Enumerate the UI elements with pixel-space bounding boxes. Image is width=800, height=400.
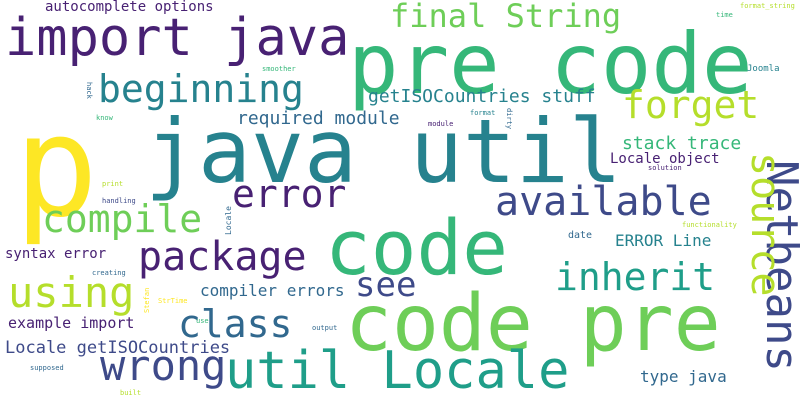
word-p: p xyxy=(14,86,99,249)
word-solution: solution xyxy=(648,164,682,172)
word-source: source xyxy=(742,152,788,297)
word-see: see xyxy=(355,265,417,305)
word-time: time xyxy=(716,11,733,19)
word-code: code xyxy=(325,203,509,292)
word-final-string: final String xyxy=(390,0,622,35)
word-pre-code: pre code xyxy=(348,15,753,113)
word-error: error xyxy=(232,172,347,216)
word-inherit: inherit xyxy=(555,255,716,299)
word-functionality: functionality xyxy=(682,221,737,229)
word-type-java: type java xyxy=(640,367,727,386)
word-locale: Locale xyxy=(224,206,233,235)
word-smoother: smoother xyxy=(262,65,296,73)
word-built: built xyxy=(120,389,142,397)
word-format: format xyxy=(470,109,496,117)
word-joomla: Joomla xyxy=(747,64,780,74)
word-util-locale: util Locale xyxy=(225,341,570,400)
word-date: date xyxy=(568,230,593,241)
word-error-line: ERROR Line xyxy=(615,231,712,250)
word-beginning: beginning xyxy=(98,67,304,111)
word-package: package xyxy=(138,234,307,280)
word-code-pre: code pre xyxy=(345,279,721,369)
word-compile: compile xyxy=(42,197,203,241)
word-use: use xyxy=(196,317,209,325)
word-stefan: Stefan xyxy=(143,287,151,313)
word-syntax-error: syntax error xyxy=(5,246,107,262)
word-stack-trace: stack trace xyxy=(622,133,742,154)
word-format-string: format_string xyxy=(740,2,795,10)
word-autocomplete-options: autocomplete options xyxy=(45,0,214,15)
word-strtime: StrTime xyxy=(158,297,188,305)
word-locale-object: Locale object xyxy=(610,151,720,167)
word-using: using xyxy=(8,268,135,317)
word-output: output xyxy=(312,324,338,332)
word-getisocountries-stuff: getISOCountries stuff xyxy=(368,86,596,107)
word-dirty: dirty xyxy=(505,108,513,130)
word-compiler-errors: compiler errors xyxy=(200,281,345,300)
word-available: available xyxy=(495,179,712,225)
word-creating: creating xyxy=(92,269,126,277)
word-forget: forget xyxy=(622,83,760,127)
word-supposed: supposed xyxy=(30,364,64,372)
word-hack: hack xyxy=(85,82,93,99)
word-handling: handling xyxy=(102,197,136,205)
word-example-import: example import xyxy=(8,314,135,332)
word-locale-getisocountries: Locale getISOCountries xyxy=(5,338,231,358)
word-java-util: java util xyxy=(145,100,622,203)
word-print: print xyxy=(102,180,124,188)
word-required-module: required module xyxy=(237,108,400,129)
word-class: class xyxy=(178,302,293,346)
word-import-java: import java xyxy=(5,8,350,68)
word-wrong: wrong xyxy=(100,341,227,390)
word-know: know xyxy=(96,114,113,122)
word-module: module xyxy=(428,120,454,128)
